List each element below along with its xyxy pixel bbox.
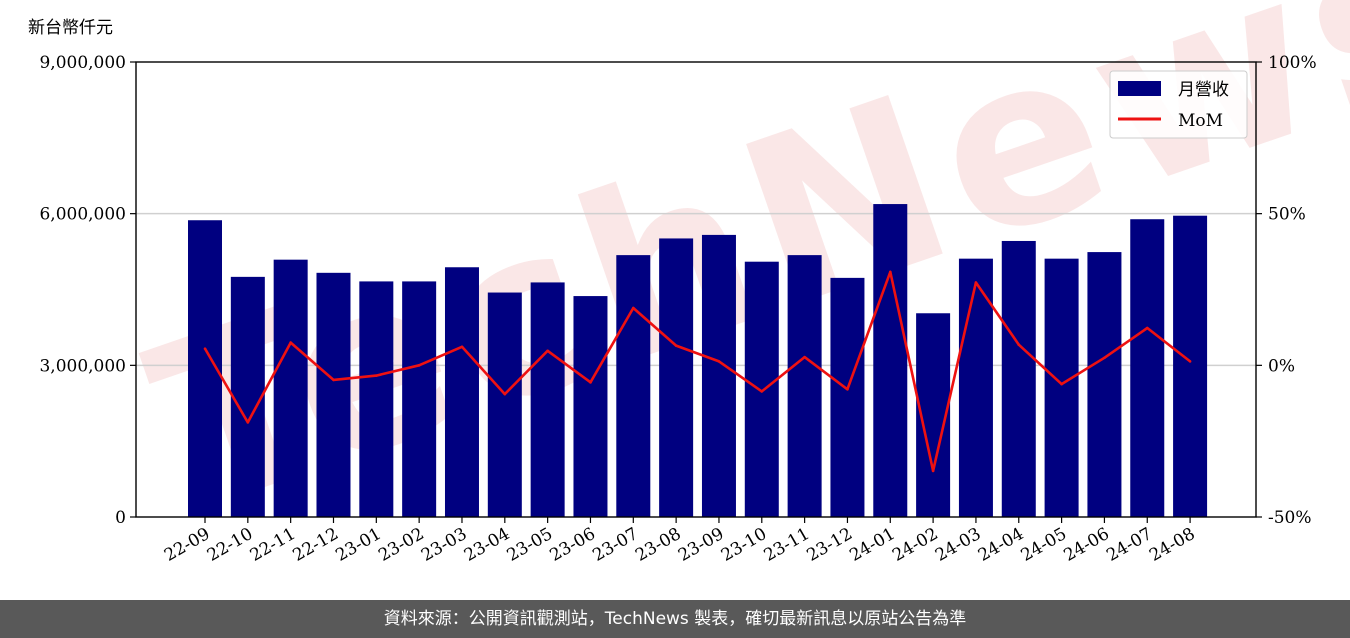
- mom-point: [888, 270, 892, 274]
- revenue-bar: [573, 296, 608, 517]
- mom-point: [246, 421, 250, 424]
- legend-bar-swatch: [1118, 81, 1161, 96]
- mom-point: [803, 355, 806, 359]
- revenue-bar: [402, 281, 437, 517]
- x-tick-label: 24-05: [1018, 524, 1070, 566]
- mom-point: [546, 349, 549, 353]
- x-tick-label: 23-03: [418, 524, 470, 566]
- x-tick-label: 24-03: [932, 524, 984, 566]
- y-right-tick-label: 100%: [1268, 53, 1317, 73]
- legend-line-label: MoM: [1178, 111, 1223, 131]
- revenue-bar: [316, 272, 351, 517]
- mom-point: [846, 387, 849, 391]
- mom-point: [1188, 360, 1192, 363]
- mom-point: [1060, 382, 1063, 386]
- revenue-bar: [359, 281, 394, 517]
- x-tick-label: 24-06: [1060, 524, 1112, 566]
- revenue-bar: [1087, 252, 1122, 518]
- legend: 月營收 MoM: [1109, 70, 1248, 139]
- x-tick-label: 23-10: [718, 524, 770, 566]
- mom-point: [332, 378, 335, 382]
- revenue-bar: [1130, 219, 1165, 517]
- revenue-bar: [1044, 258, 1079, 517]
- revenue-bar: [230, 276, 265, 517]
- revenue-bar: [701, 234, 736, 517]
- revenue-bar: [1173, 215, 1208, 517]
- revenue-bar: [487, 292, 522, 517]
- mom-line: [203, 270, 1191, 473]
- mom-point: [974, 281, 978, 284]
- mom-point: [589, 381, 592, 384]
- x-tick-label: 24-04: [975, 524, 1027, 566]
- x-tick-label: 23-07: [589, 524, 641, 566]
- x-tick-label: 23-11: [761, 524, 813, 566]
- mom-point: [503, 392, 507, 396]
- revenue-bar: [273, 259, 308, 517]
- y-left-tick-label: 0: [115, 508, 126, 528]
- y-left-tick-label: 9,000,000: [39, 53, 126, 73]
- unit-label: 新台幣仟元: [28, 18, 113, 38]
- x-tick-label: 24-07: [1103, 524, 1155, 566]
- y-left-tick-label: 3,000,000: [39, 356, 126, 376]
- mom-point: [1145, 326, 1149, 330]
- mom-point: [1017, 343, 1021, 347]
- revenue-bar: [744, 261, 779, 517]
- mom-point: [417, 364, 421, 367]
- revenue-bar: [1001, 240, 1036, 517]
- mom-line-series: [203, 270, 1192, 473]
- x-tick-label: 23-01: [332, 524, 384, 566]
- y-right-tick-label: 50%: [1268, 205, 1306, 225]
- x-tick-label: 23-06: [547, 524, 599, 566]
- mom-point: [632, 306, 635, 310]
- x-tick-label: 23-12: [804, 524, 856, 566]
- revenue-bar: [958, 258, 993, 517]
- y-right-tick-label: 0%: [1268, 356, 1295, 376]
- revenue-bar: [616, 255, 651, 517]
- x-tick-label: 23-09: [675, 524, 727, 566]
- x-tick-label: 24-02: [889, 524, 941, 566]
- mom-point: [674, 344, 678, 347]
- mom-point: [460, 345, 464, 349]
- revenue-bar: [659, 238, 694, 517]
- x-tick-label: 23-08: [632, 524, 684, 566]
- revenue-bar: [873, 204, 908, 518]
- chart: TechNews 03,000,0006,000,0009,000,000-50…: [28, 0, 1350, 566]
- mom-point: [375, 374, 378, 377]
- legend-bar-label: 月營收: [1178, 80, 1229, 100]
- x-tick-label: 22-09: [161, 524, 213, 566]
- plot-frame: [135, 61, 1257, 518]
- x-tick-label: 23-04: [461, 524, 513, 566]
- revenue-bar: [530, 282, 565, 517]
- mom-point: [203, 347, 207, 350]
- x-tick-label: 24-01: [846, 524, 898, 566]
- source-footer: 資料來源：公開資訊觀測站，TechNews 製表，確切最新訊息以原站公告為準: [0, 600, 1350, 638]
- x-tick-label: 23-02: [375, 524, 427, 566]
- mom-point: [1103, 356, 1106, 360]
- y-left-tick-label: 6,000,000: [39, 205, 126, 225]
- mom-point: [717, 360, 721, 363]
- mom-point: [289, 341, 292, 344]
- y-right-tick-label: -50%: [1268, 508, 1312, 528]
- revenue-bar: [444, 267, 479, 517]
- revenue-bar: [787, 255, 822, 517]
- x-tick-label: 24-08: [1146, 524, 1198, 566]
- mom-point: [931, 469, 935, 473]
- x-tick-label: 23-05: [504, 524, 556, 566]
- bar-series: [188, 204, 1208, 518]
- revenue-bar: [830, 277, 865, 517]
- mom-point: [760, 390, 764, 393]
